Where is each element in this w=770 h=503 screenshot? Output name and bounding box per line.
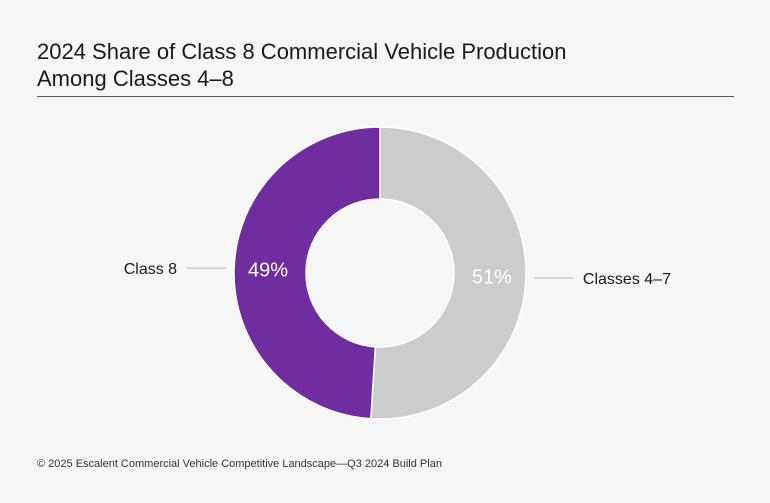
slice-class-8 — [233, 126, 381, 420]
title-divider — [37, 96, 734, 97]
value-label-class-8: 49% — [248, 259, 288, 281]
value-label-classes-4-7: 51% — [472, 267, 512, 289]
category-label-classes-4-7: Classes 4–7 — [583, 271, 671, 288]
slice-classes-4-7 — [370, 126, 527, 420]
chart-title: 2024 Share of Class 8 Commercial Vehicle… — [37, 38, 737, 92]
chart-title-line-1: 2024 Share of Class 8 Commercial Vehicle… — [37, 39, 567, 64]
category-label-class-8: Class 8 — [124, 261, 177, 278]
source-note: © 2025 Escalent Commercial Vehicle Compe… — [37, 458, 442, 470]
chart-title-line-2: Among Classes 4–8 — [37, 66, 234, 91]
